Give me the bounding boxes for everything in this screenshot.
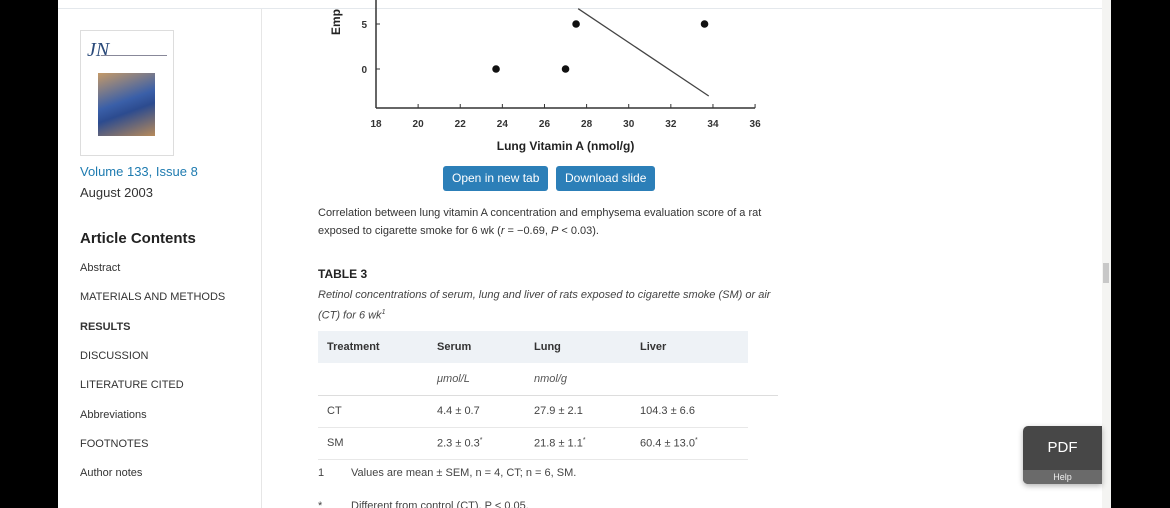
x-tick-label: 20: [413, 119, 425, 130]
footnote-key: 1: [318, 467, 325, 479]
units-row: μmol/L nmol/g: [318, 363, 778, 396]
column-header: Serum: [428, 331, 525, 363]
table-footnote: * Different from control (CT), P < 0.05.: [318, 500, 529, 508]
journal-logo: JN: [87, 39, 110, 61]
table-cell: 27.9 ± 2.1: [525, 395, 631, 428]
caption-text: < 0.03).: [558, 225, 599, 237]
download-slide-button[interactable]: Download slide: [556, 166, 656, 191]
spacer: [748, 363, 778, 396]
x-axis-label: Lung Vitamin A (nmol/g): [497, 139, 635, 153]
spacer: [748, 395, 778, 427]
data-point: [561, 65, 570, 73]
table-cell: 2.3 ± 0.3*: [428, 427, 525, 460]
sidebar-item-footnotes[interactable]: FOOTNOTES: [80, 438, 149, 450]
data-point: [700, 20, 709, 28]
x-tick-label: 36: [750, 119, 762, 130]
scrollbar-thumb[interactable]: [1103, 263, 1109, 283]
cover-photo: [98, 73, 155, 136]
sidebar-item-author-notes[interactable]: Author notes: [80, 467, 143, 479]
data-point: [492, 65, 500, 73]
journal-cover-image[interactable]: JN: [80, 30, 174, 156]
sidebar-item-materials-and-methods[interactable]: MATERIALS AND METHODS: [80, 291, 226, 303]
x-tick-label: 22: [455, 119, 467, 130]
unit-cell: μmol/L: [428, 363, 525, 396]
x-tick-label: 30: [623, 119, 635, 130]
unit-cell: [631, 363, 748, 396]
table-label: TABLE 3: [318, 267, 368, 281]
article-page: JN Volume 133, Issue 8 August 2003 Artic…: [58, 0, 1102, 508]
table-cell: 60.4 ± 13.0*: [631, 427, 748, 460]
pdf-button[interactable]: PDF Help: [1023, 426, 1102, 484]
cell-value: CT: [327, 405, 342, 417]
x-tick-label: 24: [497, 119, 509, 130]
y-axis-label: Emp: [329, 9, 343, 35]
y-tick-label: 5: [361, 20, 367, 31]
figure-caption: Correlation between lung vitamin A conce…: [318, 204, 788, 240]
x-tick-label: 18: [370, 119, 382, 130]
sidebar-item-results[interactable]: RESULTS: [80, 321, 131, 333]
table-cell: 21.8 ± 1.1*: [525, 427, 631, 460]
cell-value: 21.8 ± 1.1: [534, 437, 583, 450]
column-header: Treatment: [318, 331, 428, 363]
data-point: [572, 20, 580, 28]
sidebar-item-abstract[interactable]: Abstract: [80, 262, 121, 274]
footnote-mark: *: [582, 436, 586, 444]
footnote-text: Different from control (CT), P < 0.05.: [351, 500, 529, 508]
sidebar-item-literature-cited[interactable]: LITERATURE CITED: [80, 379, 184, 391]
caption-text: = −0.69,: [504, 225, 551, 237]
unit-cell: [318, 363, 428, 396]
footnote-mark: *: [479, 436, 483, 444]
x-tick-label: 28: [581, 119, 593, 130]
header-divider: [58, 8, 1102, 9]
footnote-mark: *: [694, 436, 698, 444]
spacer: [748, 427, 778, 459]
scrollbar[interactable]: [1102, 0, 1111, 508]
table-row: SM 2.3 ± 0.3* 21.8 ± 1.1* 60.4 ± 13.0*: [318, 427, 778, 460]
y-tick-label: 0: [361, 65, 367, 76]
column-header: Liver: [631, 331, 748, 363]
retinol-table: Treatment Serum Lung Liver μmol/L nmol/g CT 4.…: [318, 331, 778, 460]
table-cell: CT: [318, 395, 428, 428]
help-button[interactable]: Help: [1023, 470, 1102, 484]
column-header: Lung: [525, 331, 631, 363]
cell-value: 104.3 ± 6.6: [640, 405, 695, 417]
table-cell: SM: [318, 427, 428, 460]
sidebar-item-discussion[interactable]: DISCUSSION: [80, 350, 149, 362]
article-contents-heading: Article Contents: [80, 230, 196, 247]
x-tick-label: 32: [665, 119, 677, 130]
caption-p: P: [550, 225, 559, 237]
footnote-ref[interactable]: 1: [381, 309, 386, 316]
cell-value: 4.4 ± 0.7: [437, 405, 480, 417]
footnote-text: Values are mean ± SEM, n = 4, CT; n = 6,…: [351, 467, 577, 479]
cell-value: 60.4 ± 13.0: [640, 437, 695, 450]
table-caption: Retinol concentrations of serum, lung an…: [318, 286, 788, 325]
issue-date: August 2003: [80, 185, 154, 200]
cell-value: 27.9 ± 2.1: [534, 405, 583, 417]
caption-r: r: [500, 225, 505, 237]
footnote-key: *: [318, 500, 323, 508]
sidebar-divider: [261, 9, 262, 508]
table-row: CT 4.4 ± 0.7 27.9 ± 2.1 104.3 ± 6.6: [318, 395, 778, 428]
sidebar-item-abbreviations[interactable]: Abbreviations: [80, 409, 147, 421]
table-footnote: 1 Values are mean ± SEM, n = 4, CT; n = 6…: [318, 467, 576, 479]
open-in-new-tab-button[interactable]: Open in new tab: [443, 166, 549, 191]
cell-value: 2.3 ± 0.3: [437, 437, 480, 450]
issue-link[interactable]: Volume 133, Issue 8: [80, 164, 198, 179]
x-tick-label: 34: [707, 119, 719, 130]
x-tick-label: 26: [539, 119, 551, 130]
pdf-label: PDF: [1047, 439, 1078, 456]
table-caption-text: Retinol concentrations of serum, lung an…: [318, 289, 771, 322]
journal-logo-subtitle: [101, 55, 167, 56]
table-cell: 4.4 ± 0.7: [428, 395, 525, 428]
table-cell: 104.3 ± 6.6: [631, 395, 748, 428]
unit-cell: nmol/g: [525, 363, 631, 396]
caption-text: Correlation between lung vitamin A conce…: [318, 207, 762, 237]
regression-line: [577, 8, 710, 97]
scatter-chart: 18 20 22 24 26 28 30 32 34 36 0 5 Lung Vitamin A (nm…: [329, 0, 762, 153]
cell-value: SM: [327, 437, 344, 449]
